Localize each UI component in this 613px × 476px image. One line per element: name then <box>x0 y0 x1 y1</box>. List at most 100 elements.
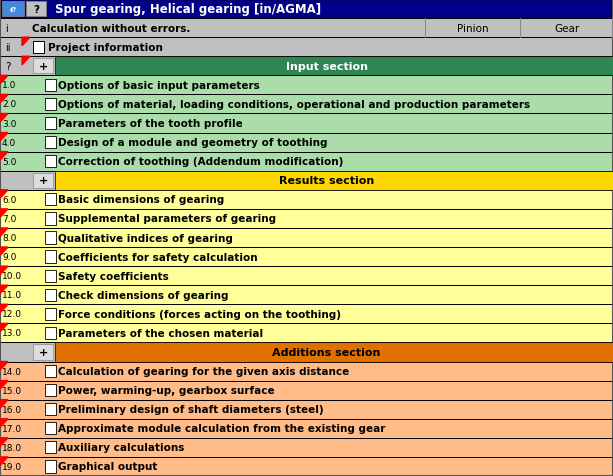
Bar <box>45 384 56 397</box>
Text: 10.0: 10.0 <box>2 272 22 280</box>
Text: +: + <box>39 176 48 186</box>
Polygon shape <box>0 95 8 104</box>
Text: 18.0: 18.0 <box>2 443 22 452</box>
Bar <box>45 403 56 416</box>
Bar <box>0 209 613 228</box>
Bar <box>0 76 613 95</box>
Bar <box>0 438 613 457</box>
Text: Power, warming-up, gearbox surface: Power, warming-up, gearbox surface <box>58 386 275 395</box>
Polygon shape <box>0 76 8 85</box>
Bar <box>0 324 613 343</box>
Text: i: i <box>5 24 8 33</box>
Text: Supplemental parameters of gearing: Supplemental parameters of gearing <box>58 214 276 224</box>
Text: 17.0: 17.0 <box>2 424 22 433</box>
Text: ?: ? <box>5 62 10 71</box>
Bar <box>0 381 613 400</box>
Text: Design of a module and geometry of toothing: Design of a module and geometry of tooth… <box>58 138 327 148</box>
Bar <box>45 137 56 149</box>
Bar <box>0 114 613 133</box>
Polygon shape <box>0 400 8 408</box>
Polygon shape <box>0 438 8 446</box>
Text: 11.0: 11.0 <box>2 291 22 299</box>
Bar <box>0 95 613 114</box>
Bar <box>45 460 56 473</box>
Text: +: + <box>39 62 48 71</box>
Text: 1.0: 1.0 <box>2 81 17 90</box>
Text: Gear: Gear <box>554 24 579 33</box>
Polygon shape <box>0 457 8 466</box>
Text: 9.0: 9.0 <box>2 253 17 261</box>
Text: Auxiliary calculations: Auxiliary calculations <box>58 443 185 452</box>
Text: Force conditions (forces acting on the toothing): Force conditions (forces acting on the t… <box>58 309 341 319</box>
Bar <box>33 41 44 54</box>
Bar <box>55 343 613 362</box>
Bar <box>0 38 613 57</box>
Text: Approximate module calculation from the existing gear: Approximate module calculation from the … <box>58 424 386 433</box>
Bar <box>2 2 24 17</box>
Text: Spur gearing, Helical gearing [in/AGMA]: Spur gearing, Helical gearing [in/AGMA] <box>55 3 321 16</box>
Polygon shape <box>0 267 8 275</box>
Text: ?: ? <box>33 5 39 14</box>
Bar <box>0 190 613 209</box>
Text: 12.0: 12.0 <box>2 310 22 318</box>
Bar <box>45 79 56 92</box>
Text: Coefficients for safety calculation: Coefficients for safety calculation <box>58 252 257 262</box>
Bar <box>0 419 613 438</box>
Text: 8.0: 8.0 <box>2 234 17 242</box>
Polygon shape <box>0 190 8 199</box>
Text: Safety coefficients: Safety coefficients <box>58 271 169 281</box>
Text: Input section: Input section <box>286 62 368 71</box>
Polygon shape <box>0 381 8 389</box>
Polygon shape <box>0 152 8 161</box>
Text: 13.0: 13.0 <box>2 329 22 337</box>
Polygon shape <box>0 419 8 427</box>
Text: Pinion: Pinion <box>457 24 489 33</box>
Bar <box>45 289 56 301</box>
Text: 14.0: 14.0 <box>2 367 22 376</box>
Bar <box>0 286 613 305</box>
Bar <box>0 133 613 152</box>
Text: Results section: Results section <box>279 176 374 186</box>
Bar <box>45 232 56 244</box>
Bar <box>45 213 56 225</box>
Text: Calculation without errors.: Calculation without errors. <box>32 24 191 33</box>
Bar <box>45 365 56 377</box>
Polygon shape <box>0 114 8 123</box>
Text: Basic dimensions of gearing: Basic dimensions of gearing <box>58 195 224 205</box>
Text: +: + <box>39 347 48 357</box>
Bar <box>0 343 613 362</box>
Text: 2.0: 2.0 <box>2 100 17 109</box>
Bar <box>0 19 613 38</box>
Bar <box>0 0 613 19</box>
Bar <box>45 194 56 206</box>
Bar <box>45 99 56 111</box>
Bar <box>45 251 56 263</box>
Text: 19.0: 19.0 <box>2 462 22 471</box>
Text: 6.0: 6.0 <box>2 196 17 204</box>
Bar <box>45 118 56 130</box>
Bar <box>55 171 613 190</box>
Text: Correction of toothing (Addendum modification): Correction of toothing (Addendum modific… <box>58 157 343 167</box>
Text: Parameters of the tooth profile: Parameters of the tooth profile <box>58 119 243 129</box>
Text: 15.0: 15.0 <box>2 386 22 395</box>
Bar <box>0 152 613 171</box>
Bar <box>45 270 56 282</box>
Bar <box>0 171 613 190</box>
Bar <box>33 59 53 74</box>
Text: Options of basic input parameters: Options of basic input parameters <box>58 81 260 90</box>
Text: Calculation of gearing for the given axis distance: Calculation of gearing for the given axi… <box>58 367 349 376</box>
Bar <box>55 57 613 76</box>
Bar <box>45 441 56 454</box>
Bar <box>0 457 613 476</box>
Text: 5.0: 5.0 <box>2 158 17 166</box>
Polygon shape <box>0 362 8 370</box>
Polygon shape <box>0 324 8 332</box>
Bar <box>45 308 56 320</box>
Polygon shape <box>22 57 30 66</box>
Text: Options of material, loading conditions, operational and production parameters: Options of material, loading conditions,… <box>58 100 530 109</box>
Bar <box>0 267 613 286</box>
Text: Parameters of the chosen material: Parameters of the chosen material <box>58 328 263 338</box>
Polygon shape <box>0 305 8 313</box>
Bar <box>0 362 613 381</box>
Text: ii: ii <box>5 43 10 52</box>
